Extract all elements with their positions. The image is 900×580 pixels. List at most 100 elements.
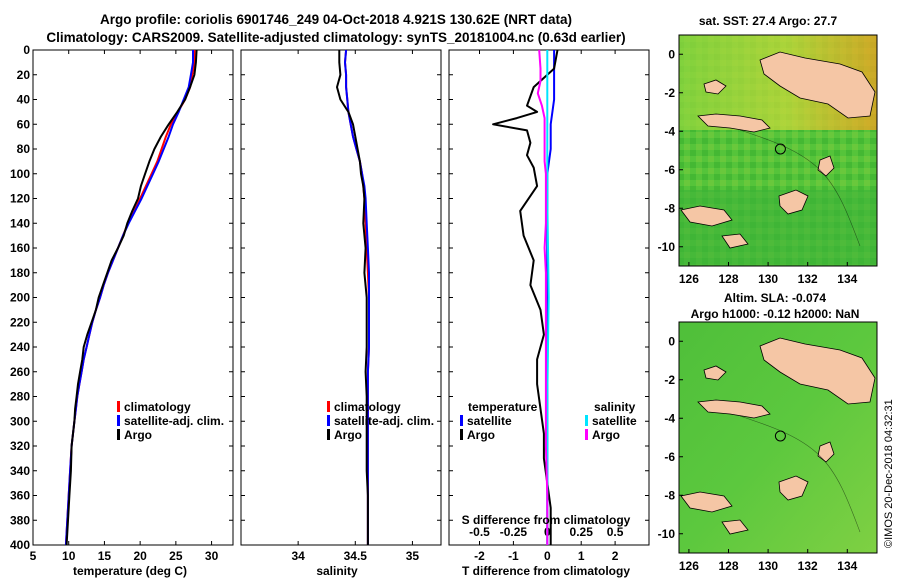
map-y-tick-label: 0 <box>668 47 675 61</box>
salinity-axes <box>240 49 442 546</box>
legend-swatch-s-satellite <box>585 415 588 426</box>
x-tick-label: 15 <box>98 549 112 563</box>
land-seram <box>697 399 771 419</box>
sst-map-frame <box>678 34 878 267</box>
land-south-islands <box>721 519 749 535</box>
sla-map-frame <box>678 321 878 554</box>
x-tick-label: -2 <box>474 549 485 563</box>
profile-lines <box>64 49 559 546</box>
map-x-tick-label: 130 <box>758 272 778 286</box>
x-tick-label: 0 <box>544 549 551 563</box>
map-y-tick-label: -2 <box>664 373 675 387</box>
legend-swatch-argo <box>327 429 330 440</box>
y-tick-label: 80 <box>17 142 31 156</box>
y-tick-label: 280 <box>10 390 30 404</box>
y-tick-label: 200 <box>10 291 30 305</box>
imos-credit: ©IMOS 20-Dec-2018 04:32:31 <box>883 399 895 548</box>
difference-xlabel: T difference from climatology <box>462 564 630 578</box>
legend-swatch-climatology <box>327 401 330 412</box>
s-tick-label: 0.25 <box>570 525 594 539</box>
s-tick-label: -0.5 <box>469 525 490 539</box>
axis-ticks: 0204060801001201401601802002202402602803… <box>10 43 649 563</box>
title-line-1: Argo profile: coriolis 6901746_249 04-Oc… <box>100 12 572 27</box>
salinity-profile-satellite-adj-clim--line <box>344 49 370 545</box>
y-tick-label: 380 <box>10 513 30 527</box>
sla-map <box>679 322 877 553</box>
legend-label-satellite: satellite-adj. clim. <box>334 414 434 428</box>
temperature-profile-climatology-line <box>64 50 196 546</box>
x-tick-label: 25 <box>169 549 183 563</box>
x-tick-label: 20 <box>133 549 147 563</box>
difference-xlabel-salinity: S difference from climatology <box>462 513 631 527</box>
legend-label-climatology: climatology <box>334 400 401 414</box>
land-timor <box>680 205 733 227</box>
legend-header-salinity: salinity <box>594 400 636 414</box>
legend-swatch-t-satellite <box>460 415 463 426</box>
x-tick-label: 30 <box>205 549 219 563</box>
y-tick-label: 100 <box>10 167 30 181</box>
difference-profile-t-argo-line <box>492 49 559 545</box>
map-x-tick-label: 128 <box>718 559 738 573</box>
sst-southern-band <box>679 190 877 266</box>
legend-swatch-t-argo <box>460 429 463 440</box>
legend-label-climatology: climatology <box>124 400 191 414</box>
y-tick-label: 300 <box>10 414 30 428</box>
temperature-axes <box>32 49 234 546</box>
legend-swatch-satellite <box>117 415 120 426</box>
map-y-tick-label: -8 <box>664 488 675 502</box>
argo-position-marker <box>774 430 786 442</box>
y-tick-label: 260 <box>10 365 30 379</box>
legend-swatch-climatology <box>117 401 120 412</box>
y-tick-label: 160 <box>10 241 30 255</box>
map-y-tick-label: -6 <box>664 450 675 464</box>
map-y-tick-label: -2 <box>664 86 675 100</box>
y-tick-label: 360 <box>10 489 30 503</box>
map-x-tick-label: 130 <box>758 559 778 573</box>
temperature-profile-satellite-adj-clim--line <box>64 50 194 546</box>
y-tick-label: 220 <box>10 315 30 329</box>
y-tick-label: 20 <box>17 68 31 82</box>
map-x-tick-label: 132 <box>798 272 818 286</box>
sla-map-ticks: 126 128 130 132 134 0 -2 -4 -6 -8 -10 <box>658 334 858 573</box>
y-tick-label: 320 <box>10 439 30 453</box>
legend-label-argo: Argo <box>334 428 362 442</box>
y-tick-label: 400 <box>10 538 30 552</box>
y-tick-label: 340 <box>10 464 30 478</box>
legend-label-s-argo: Argo <box>592 428 620 442</box>
temperature-profile-argo-line <box>65 49 198 546</box>
bathymetry-contour <box>739 129 861 247</box>
land-buru <box>703 365 727 381</box>
x-tick-label: 2 <box>612 549 619 563</box>
y-tick-label: 240 <box>10 340 30 354</box>
legend-swatch-satellite <box>327 415 330 426</box>
map-x-tick-label: 132 <box>798 559 818 573</box>
legend-swatch-s-argo <box>585 429 588 440</box>
title-line-2: Climatology: CARS2009. Satellite-adjuste… <box>46 30 625 45</box>
map-y-tick-label: -8 <box>664 201 675 215</box>
legend-label-argo: Argo <box>124 428 152 442</box>
sst-map <box>679 35 877 266</box>
legend-label-t-argo: Argo <box>467 428 495 442</box>
difference-profile-s-argo-line <box>536 49 549 545</box>
map-x-tick-label: 126 <box>679 559 699 573</box>
salinity-profile-climatology-line <box>344 49 370 545</box>
map-x-tick-label: 128 <box>718 272 738 286</box>
map-y-tick-label: -10 <box>658 240 676 254</box>
map-y-tick-label: -4 <box>664 124 675 138</box>
x-tick-label: -1 <box>508 549 519 563</box>
legend-swatch-argo <box>117 429 120 440</box>
map-y-tick-label: -6 <box>664 163 675 177</box>
y-tick-label: 40 <box>17 93 31 107</box>
x-tick-label: 34 <box>291 549 305 563</box>
x-tick-label: 1 <box>578 549 585 563</box>
salinity-legend: climatology satellite-adj. clim. Argo <box>327 400 434 442</box>
sst-map-title: sat. SST: 27.4 Argo: 27.7 <box>699 14 838 28</box>
map-x-tick-label: 134 <box>837 559 857 573</box>
legend-label-satellite: satellite-adj. clim. <box>124 414 224 428</box>
salinity-xlabel: salinity <box>316 564 358 578</box>
map-y-tick-label: -4 <box>664 411 675 425</box>
y-tick-label: 180 <box>10 266 30 280</box>
difference-legend: temperature salinity satellite Argo sate… <box>460 400 637 442</box>
map-x-tick-label: 126 <box>679 272 699 286</box>
y-tick-label: 120 <box>10 192 30 206</box>
